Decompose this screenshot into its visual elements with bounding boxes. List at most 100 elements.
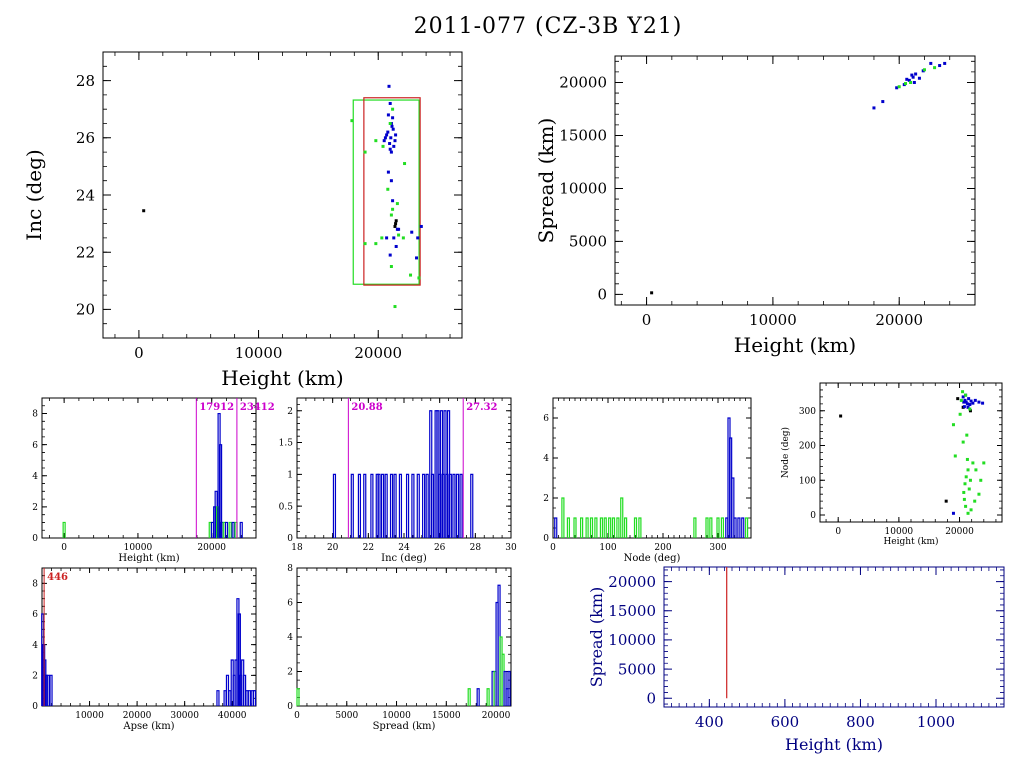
data-point-blue	[385, 236, 389, 240]
x-tick-label: 100	[599, 543, 616, 553]
data-point-blue	[419, 224, 423, 228]
x-minor-ticks	[620, 56, 976, 305]
hist-bar	[633, 517, 638, 538]
hist-bar	[599, 517, 603, 538]
y-minor-ticks	[553, 397, 751, 539]
data-point-green	[951, 423, 955, 427]
x-tick-label: 26	[434, 543, 446, 553]
range-box-red	[363, 97, 421, 286]
marker-label: 17912	[199, 402, 234, 413]
hist-bar	[411, 473, 415, 538]
x-tick-label: 30000	[170, 711, 199, 721]
hist-bar	[638, 517, 642, 538]
hist-bar	[459, 473, 463, 538]
x-tick-label: 10000	[235, 344, 283, 362]
y-tick-label: 2	[32, 503, 38, 513]
data-point-green	[969, 508, 973, 512]
hist-bar	[731, 477, 735, 538]
x-tick-label: 0	[835, 527, 841, 537]
hist-bar	[398, 473, 403, 538]
data-point-green	[363, 150, 367, 154]
data-point-blue	[971, 401, 975, 405]
hist-bar	[49, 674, 53, 706]
hist-bar	[624, 517, 628, 538]
y-tick-label: 4	[287, 633, 293, 643]
x-tick-label: 800	[846, 713, 875, 731]
hist-bar	[405, 473, 410, 538]
hist-bar	[608, 517, 612, 538]
data-point-green	[959, 398, 963, 402]
hist-bar	[218, 444, 223, 538]
data-point-green	[933, 66, 937, 70]
data-point-blue	[415, 256, 419, 260]
y-tick-label: 8	[32, 579, 38, 589]
x-tick-label: 1000	[917, 713, 955, 731]
x-tick-label: 40000	[218, 711, 247, 721]
data-point-green	[397, 233, 401, 237]
data-point-green	[388, 122, 392, 125]
data-point-green	[391, 107, 395, 111]
data-point-blue	[912, 80, 916, 84]
data-point-blue	[387, 84, 391, 88]
x-tick-label: 18	[291, 543, 303, 553]
chart-inc-vs-height: 0 10000 20000 20 22 24 26 28 Height (km) Inc (deg…	[22, 51, 463, 390]
data-point-blue	[388, 142, 392, 146]
x-tick-label: 0	[61, 543, 67, 553]
plot-frame	[296, 397, 512, 539]
data-point-green	[965, 457, 969, 461]
data-point-green	[962, 490, 966, 494]
data-point-green	[904, 82, 908, 86]
x-tick-label: 5000	[335, 711, 358, 721]
chart-inc-hist: 18 20 22 24 26 28 30 0 0.5 1 1.5 2 Inc (deg) 20.88 27.…	[279, 397, 517, 564]
data-point-blue	[962, 400, 966, 404]
data-point-green	[389, 265, 393, 268]
hist-bar	[737, 517, 741, 538]
hist-bar	[389, 473, 394, 538]
data-point-black	[394, 219, 398, 223]
data-point-blue	[410, 230, 414, 234]
x-minor-ticks	[114, 52, 451, 338]
data-point-blue	[389, 179, 393, 183]
marker-label: 20.88	[351, 402, 382, 413]
x-tick-label: 600	[771, 713, 800, 731]
hist-bar	[580, 517, 584, 538]
data-point-blue	[416, 236, 420, 240]
hist-bar	[422, 473, 426, 538]
y-axis-label: Spread (km)	[534, 118, 558, 244]
data-point-black	[839, 414, 843, 418]
hist-bar	[252, 690, 257, 706]
y-tick-label: 200	[799, 442, 816, 452]
hist-bar	[733, 517, 737, 538]
data-point-green	[922, 68, 926, 72]
data-point-blue	[388, 253, 392, 257]
data-point-blue	[394, 133, 398, 137]
chart-spread-hist: 0 5000 10000 15000 20000 0 2 4 6 8 Spread (km)	[287, 564, 512, 732]
x-tick-label: 0	[550, 543, 556, 553]
data-point-black	[650, 291, 654, 295]
plot-frame	[41, 567, 257, 707]
data-point-blue	[394, 244, 398, 248]
y-tick-label: 8	[32, 410, 38, 420]
x-tick-label: 28	[470, 543, 482, 553]
hist-bar	[223, 690, 227, 706]
hist-bar	[452, 473, 456, 538]
x-tick-label: 20000	[945, 527, 974, 537]
data-point-green	[961, 390, 965, 394]
hist-bar	[585, 517, 589, 538]
data-point-green	[409, 273, 413, 277]
y-tick-label: 5000	[618, 660, 656, 678]
hist-bar	[620, 497, 624, 538]
x-tick-label: 10000	[75, 711, 104, 721]
y-tick-label: 10000	[608, 631, 656, 649]
data-point-black	[956, 397, 960, 401]
y-tick-label: 20	[76, 301, 95, 319]
y-tick-label: 6	[32, 441, 38, 451]
x-tick-label: 15000	[432, 711, 461, 721]
y-tick-label: 6	[543, 414, 549, 424]
y-tick-label: 2	[543, 494, 549, 504]
marker-label: 27.32	[466, 402, 497, 413]
y-tick-label: 4	[543, 454, 549, 464]
hist-bar	[357, 473, 362, 538]
x-minor-ticks	[41, 568, 252, 706]
